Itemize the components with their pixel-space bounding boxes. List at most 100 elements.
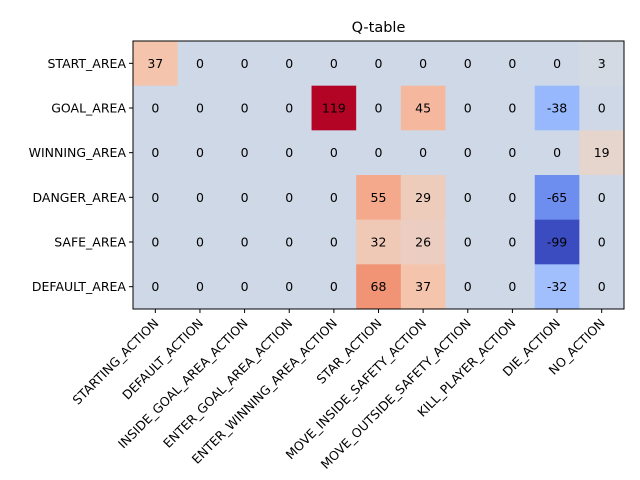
- plot-frame: [132, 40, 625, 310]
- heatmap-cell: [534, 219, 580, 265]
- x-tick-label: DEFAULT_ACTION: [119, 316, 206, 403]
- heatmap-cell: [177, 264, 223, 310]
- cell-value-label: 0: [285, 190, 293, 205]
- cell-value-label: 0: [285, 101, 293, 116]
- heatmap-cell: [311, 130, 357, 176]
- cell-value-label: 0: [598, 101, 606, 116]
- heatmap-cell: [445, 175, 491, 221]
- heatmap-cell: [133, 264, 179, 310]
- heatmap-cell: [222, 175, 268, 221]
- heatmap-cell: [133, 85, 179, 131]
- heatmap-cell: [266, 219, 313, 265]
- heatmap-cell: [400, 41, 446, 87]
- cell-value-label: 0: [196, 56, 204, 71]
- x-tick-label: STARTING_ACTION: [69, 316, 161, 408]
- cell-value-label: 37: [415, 279, 431, 294]
- cell-value-label: 0: [241, 190, 249, 205]
- heatmap-cell: [311, 85, 357, 131]
- heatmap-cell: [490, 130, 536, 176]
- cell-value-label: 0: [375, 145, 383, 160]
- heatmap-cell: [177, 219, 223, 265]
- cell-value-label: 32: [371, 235, 387, 250]
- heatmap-cell: [222, 219, 268, 265]
- heatmap-cell: [400, 130, 446, 176]
- heatmap-cell: [356, 175, 402, 221]
- cell-value-label: 0: [464, 56, 472, 71]
- y-tick-label: WINNING_AREA: [29, 145, 127, 160]
- heatmap-cell: [400, 175, 446, 221]
- heatmap-cell: [311, 41, 357, 87]
- cell-value-label: 0: [196, 279, 204, 294]
- heatmap-cell: [356, 264, 402, 310]
- cell-value-label: 0: [241, 56, 249, 71]
- y-axis: START_AREA GOAL_AREA WINNING_AREA DANGER_AR…: [29, 56, 133, 294]
- heatmap-cell: [490, 175, 536, 221]
- cell-value-label: 0: [464, 101, 472, 116]
- cell-value-label: 0: [151, 145, 159, 160]
- cell-value-label: 0: [508, 101, 516, 116]
- heatmap-cell: [266, 175, 313, 221]
- heatmap-cell: [356, 85, 402, 131]
- heatmap-cell: [445, 41, 491, 87]
- heatmap-cell: [534, 41, 580, 87]
- cell-value-label: 119: [322, 101, 346, 116]
- cell-value-label: 0: [553, 56, 561, 71]
- cell-value-label: -38: [547, 101, 567, 116]
- cell-value-label: 19: [594, 145, 610, 160]
- cell-value-label: 3: [598, 56, 606, 71]
- cell-value-label: 0: [598, 279, 606, 294]
- cell-value-label: 0: [241, 101, 249, 116]
- heatmap-cell: [356, 41, 402, 87]
- heatmap-cell: [445, 85, 491, 131]
- heatmap-cell: [222, 85, 268, 131]
- cell-value-label: 0: [508, 279, 516, 294]
- heatmap-cell-labels: 37 0 0 0 0 0 0 0 0 0 3 0 0 0 0 119 0 45 0 0 -38 0 0 0 0 0 0 0 0 0 0 0 19…: [147, 56, 609, 294]
- cell-value-label: 0: [241, 235, 249, 250]
- cell-value-label: 0: [241, 145, 249, 160]
- heatmap-cell: [445, 219, 491, 265]
- heatmap-cell: [445, 264, 491, 310]
- cell-value-label: 0: [375, 101, 383, 116]
- cell-value-label: 0: [285, 279, 293, 294]
- cell-value-label: 29: [415, 190, 431, 205]
- heatmap-cell: [222, 41, 268, 87]
- heatmap-cell: [579, 130, 625, 176]
- cell-value-label: -32: [547, 279, 567, 294]
- heatmap-cell: [133, 175, 179, 221]
- heatmap-cell: [266, 85, 313, 131]
- cell-value-label: 0: [196, 235, 204, 250]
- heatmap-cell: [222, 130, 268, 176]
- heatmap-cell: [266, 264, 313, 310]
- y-tick-label: DEFAULT_AREA: [32, 279, 127, 294]
- cell-value-label: 0: [419, 145, 427, 160]
- heatmap-cell: [177, 130, 223, 176]
- heatmap-cell: [579, 85, 625, 131]
- heatmap-cell: [490, 264, 536, 310]
- heatmap-cell: [133, 219, 179, 265]
- cell-value-label: 68: [371, 279, 387, 294]
- cell-value-label: 0: [464, 279, 472, 294]
- cell-value-label: 0: [508, 190, 516, 205]
- heatmap-cell: [400, 264, 446, 310]
- heatmap-cell: [400, 219, 446, 265]
- heatmap-cell: [534, 85, 580, 131]
- cell-value-label: 0: [285, 235, 293, 250]
- cell-value-label: 0: [330, 145, 338, 160]
- heatmap-cell: [311, 175, 357, 221]
- heatmap-cell: [177, 175, 223, 221]
- cell-value-label: 0: [196, 190, 204, 205]
- cell-value-label: 0: [553, 145, 561, 160]
- heatmap-cell: [356, 219, 402, 265]
- cell-value-label: 0: [285, 145, 293, 160]
- cell-value-label: 45: [415, 101, 431, 116]
- y-tick-label: GOAL_AREA: [51, 101, 126, 116]
- heatmap-cell: [133, 130, 179, 176]
- heatmap-cell: [579, 219, 625, 265]
- cell-value-label: 37: [147, 56, 163, 71]
- cell-value-label: -65: [547, 190, 567, 205]
- cell-value-label: 0: [464, 190, 472, 205]
- heatmap-cell: [579, 175, 625, 221]
- cell-value-label: 0: [330, 190, 338, 205]
- heatmap-cell: [311, 219, 357, 265]
